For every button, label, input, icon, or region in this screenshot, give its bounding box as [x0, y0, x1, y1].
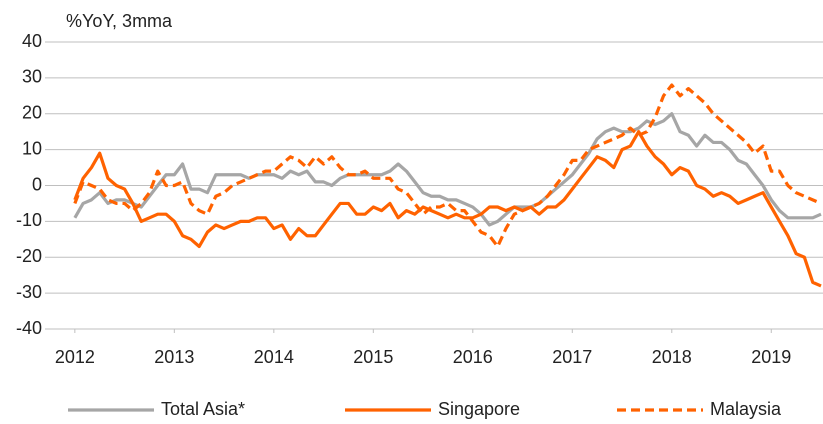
- y-tick-label: -30: [16, 282, 42, 302]
- x-tick-label: 2018: [652, 347, 692, 367]
- x-tick-label: 2015: [353, 347, 393, 367]
- y-tick-label: 40: [22, 31, 42, 51]
- y-tick-label: -20: [16, 246, 42, 266]
- y-tick-label: 30: [22, 67, 42, 87]
- x-tick-label: 2016: [453, 347, 493, 367]
- legend-label: Total Asia*: [161, 399, 245, 419]
- legend-label: Singapore: [438, 399, 520, 419]
- y-tick-label: 20: [22, 103, 42, 123]
- x-tick-label: 2017: [552, 347, 592, 367]
- y-tick-label: 0: [32, 174, 42, 194]
- series-line: [73, 112, 822, 227]
- series-line: [73, 130, 822, 288]
- y-tick-label: -10: [16, 210, 42, 230]
- x-tick-label: 2014: [254, 347, 294, 367]
- y-axis-label: %YoY, 3mma: [66, 11, 173, 31]
- x-tick-label: 2012: [55, 347, 95, 367]
- x-tick-label: 2013: [154, 347, 194, 367]
- x-tick-label: 2019: [751, 347, 791, 367]
- y-tick-label: 10: [22, 138, 42, 158]
- y-tick-label: -40: [16, 318, 42, 338]
- legend-label: Malaysia: [710, 399, 782, 419]
- series-line: [73, 83, 822, 249]
